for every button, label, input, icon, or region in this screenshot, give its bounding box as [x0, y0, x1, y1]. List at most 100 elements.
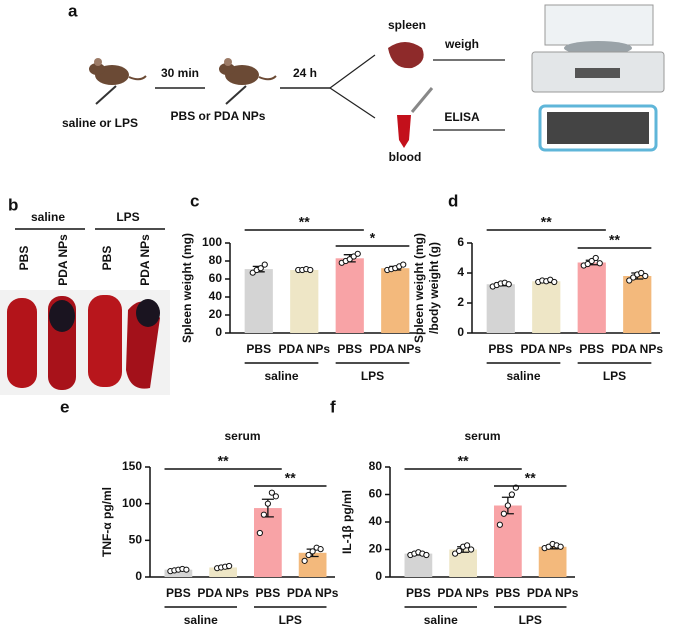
- bar: [404, 553, 433, 577]
- significance-label: *: [370, 230, 376, 246]
- data-point: [305, 551, 312, 559]
- group-label: saline: [264, 369, 298, 383]
- y-tick-label: 0: [457, 325, 464, 339]
- lane-label: PDA NPs: [138, 234, 152, 286]
- step-label: PBS or PDA NPs: [171, 109, 266, 123]
- y-axis-label: /body weight (g): [427, 242, 441, 334]
- x-tick-label: PDA NPs: [611, 342, 663, 356]
- y-tick-label: 0: [215, 325, 222, 339]
- data-point: [630, 274, 637, 281]
- y-tick-label: 0: [135, 569, 142, 583]
- bar: [486, 284, 515, 333]
- panel-label: b: [8, 195, 18, 214]
- x-tick-label: PBS: [337, 342, 362, 356]
- bar: [335, 258, 364, 333]
- data-point: [307, 266, 314, 274]
- data-point: [626, 277, 633, 284]
- bar: [209, 567, 237, 577]
- y-axis-label: TNF-α pg/ml: [100, 487, 114, 557]
- data-point: [260, 511, 267, 518]
- elisa-plate-icon: [538, 104, 658, 152]
- data-point: [400, 261, 407, 268]
- x-tick-label: PBS: [496, 586, 521, 600]
- bar: [494, 505, 522, 577]
- significance-label: **: [525, 470, 536, 486]
- y-tick-label: 80: [209, 253, 223, 267]
- chart-title: serum: [224, 429, 260, 443]
- data-point: [551, 278, 558, 286]
- group-label: saline: [31, 210, 65, 224]
- x-tick-label: PDA NPs: [437, 586, 489, 600]
- step-label: ELISA: [444, 110, 480, 124]
- data-point: [468, 546, 475, 553]
- y-tick-label: 4: [457, 265, 464, 279]
- x-tick-label: PBS: [406, 586, 431, 600]
- y-tick-label: 2: [457, 295, 464, 309]
- data-point: [505, 281, 512, 288]
- y-tick-label: 6: [457, 235, 464, 249]
- group-label: saline: [506, 369, 540, 383]
- bar: [532, 281, 561, 333]
- y-axis-label: Spleen weight (mg): [412, 233, 426, 343]
- panel-label: d: [448, 191, 458, 210]
- group-label: LPS: [116, 210, 139, 224]
- data-point: [257, 265, 264, 272]
- data-point: [423, 551, 430, 559]
- panel-label: f: [330, 397, 336, 416]
- data-point: [256, 529, 263, 537]
- x-tick-label: PDA NPs: [527, 586, 579, 600]
- bar: [244, 269, 273, 333]
- y-tick-label: 150: [122, 459, 142, 473]
- panel-label: e: [60, 397, 69, 416]
- data-point: [354, 250, 361, 257]
- bar: [623, 276, 652, 333]
- x-tick-label: PBS: [166, 586, 191, 600]
- step-label: 24 h: [293, 66, 317, 80]
- data-point: [226, 562, 233, 570]
- data-point: [264, 500, 271, 507]
- significance-label: **: [609, 232, 620, 248]
- group-label: saline: [424, 613, 458, 626]
- x-tick-label: PBS: [256, 586, 281, 600]
- y-tick-label: 50: [129, 533, 143, 547]
- data-point: [261, 261, 268, 268]
- significance-label: **: [299, 214, 310, 230]
- data-point: [301, 557, 308, 564]
- x-tick-label: PBS: [488, 342, 513, 356]
- step-label: spleen: [388, 18, 426, 32]
- significance-label: **: [541, 214, 552, 230]
- data-point: [268, 489, 275, 496]
- y-tick-label: 20: [369, 542, 383, 556]
- arrow: [329, 54, 376, 119]
- bar: [254, 508, 282, 577]
- data-point: [557, 543, 564, 550]
- x-tick-label: PBS: [579, 342, 604, 356]
- y-tick-label: 40: [209, 289, 223, 303]
- data-point: [508, 491, 515, 498]
- step-label: saline or LPS: [62, 116, 138, 130]
- data-point: [456, 547, 463, 554]
- significance-label: **: [458, 453, 469, 469]
- panel-label: c: [190, 191, 199, 210]
- syringe-icon: [95, 85, 247, 105]
- data-point: [504, 502, 511, 509]
- group-label: saline: [184, 613, 218, 626]
- group-label: LPS: [603, 369, 626, 383]
- bar: [290, 270, 319, 333]
- balance-icon: [531, 4, 665, 93]
- x-tick-label: PDA NPs: [520, 342, 572, 356]
- step-label: weigh: [444, 37, 479, 51]
- data-point: [500, 510, 507, 517]
- chart-title: serum: [464, 429, 500, 443]
- bar: [381, 268, 410, 333]
- data-point: [596, 260, 603, 267]
- lane-label: PBS: [100, 246, 114, 271]
- data-point: [317, 546, 324, 553]
- data-point: [638, 269, 645, 277]
- significance-label: **: [218, 453, 229, 469]
- x-tick-label: PDA NPs: [369, 342, 421, 356]
- mouse-icon: [89, 58, 277, 85]
- data-point: [464, 542, 471, 549]
- y-axis-label: Spleen weight (mg): [180, 233, 194, 343]
